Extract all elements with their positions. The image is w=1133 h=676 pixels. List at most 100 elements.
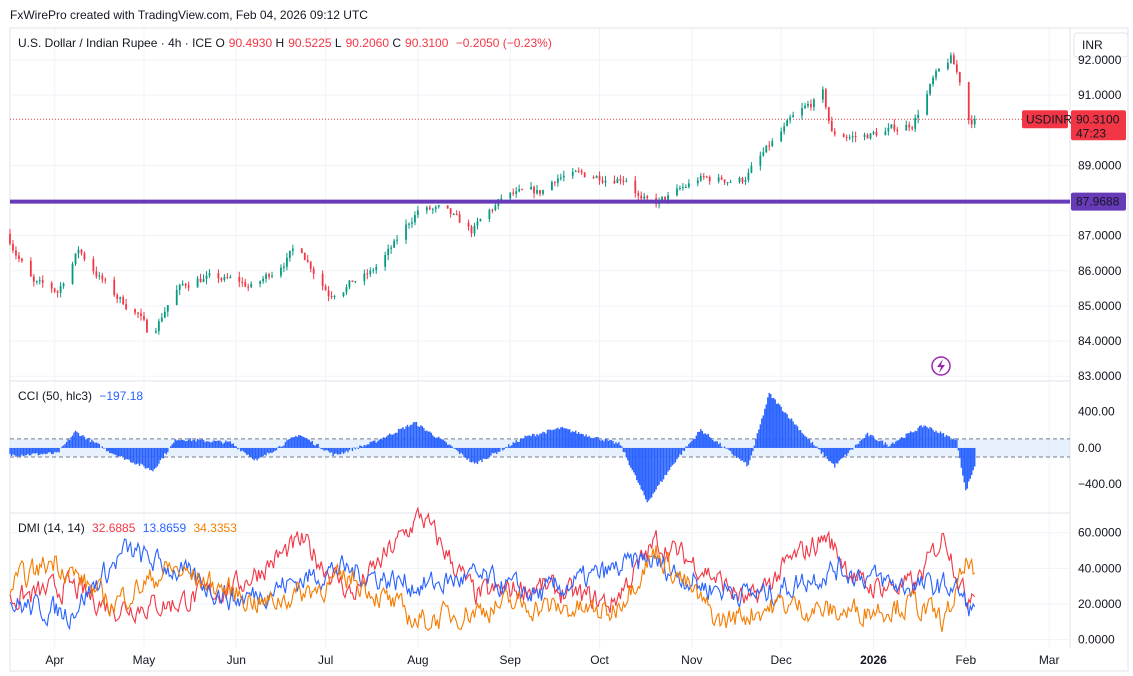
cci-bar [423, 428, 425, 448]
cci-bar [348, 447, 351, 451]
time-tick: Jul [318, 653, 333, 667]
cci-bar [37, 447, 39, 456]
candle-body [446, 205, 449, 209]
candle-body [244, 282, 247, 287]
cci-bar [692, 438, 695, 448]
cci-bar [640, 447, 642, 490]
cci-bar [214, 440, 217, 448]
cci-bar [52, 447, 54, 455]
cci-bar [874, 439, 876, 448]
candle-body [250, 283, 253, 288]
cci-bar [454, 447, 456, 450]
lightning-icon[interactable] [931, 356, 951, 376]
candle-body [396, 239, 398, 241]
cci-bar [801, 432, 803, 448]
cci-bar [746, 447, 748, 467]
cci-bar [448, 444, 450, 448]
cci-bar [382, 437, 385, 448]
cci-bar [388, 433, 391, 448]
cci-bar [19, 447, 22, 457]
cci-bar [374, 440, 376, 448]
cci-title: CCI (50, hlc3) [18, 389, 92, 403]
cci-bar [138, 447, 141, 466]
cci-bar [120, 447, 123, 456]
cci-bar [327, 447, 330, 452]
candle-body [884, 131, 887, 136]
cci-bar [704, 433, 706, 448]
cci-bar [33, 447, 35, 454]
grid [10, 28, 1070, 648]
cci-bar [798, 430, 800, 448]
cci-bar [938, 433, 940, 448]
cci-bar [941, 433, 943, 448]
cci-bar [232, 443, 235, 448]
cci-bar [341, 447, 343, 453]
cci-bar [744, 447, 747, 463]
candle-body [425, 207, 428, 211]
cci-bar [622, 447, 625, 453]
cci-bar [737, 447, 739, 458]
candle-body [220, 278, 223, 281]
cci-bar [493, 447, 495, 454]
candle-body [363, 273, 366, 282]
candle-body [580, 170, 583, 173]
cci-bar [688, 443, 690, 448]
candle-body [306, 260, 309, 262]
cci-bar [761, 418, 763, 448]
cci-bar [835, 447, 837, 464]
cci-bar [496, 447, 498, 454]
cci-bar [74, 430, 77, 448]
candle-body [640, 195, 643, 199]
cci-bar [653, 447, 656, 492]
candle-body [265, 274, 267, 279]
candle-body [411, 222, 413, 224]
cci-bar [603, 441, 605, 448]
cci-bar [677, 447, 680, 458]
cci-bar [948, 436, 951, 448]
cci-bar [193, 439, 196, 448]
cci-tick: 0.00 [1078, 441, 1102, 455]
cci-bar [764, 408, 766, 448]
cci-bar [476, 447, 479, 465]
cci-bar [253, 447, 255, 461]
cci-bar [854, 444, 857, 448]
candle-body [786, 120, 789, 127]
candle-body [12, 243, 14, 251]
cci-bar [519, 438, 522, 448]
cci-bar [195, 441, 197, 448]
cci-bar [667, 447, 669, 472]
cci-bar [375, 442, 377, 448]
cci-bar [786, 414, 788, 448]
dmi-value-minus: 13.8659 [143, 521, 187, 535]
cci-bar [878, 441, 881, 448]
cci-bar [287, 439, 290, 448]
cci-bar [248, 447, 251, 457]
cci-bar [729, 447, 732, 452]
o-value: 90.4930 [229, 36, 273, 50]
candle-body [521, 189, 524, 191]
candle-body [679, 187, 681, 189]
cci-bar [190, 441, 193, 448]
cci-bar [628, 447, 631, 466]
candle-body [387, 248, 390, 256]
cci-bar [333, 447, 336, 454]
candle-body [765, 145, 768, 153]
cci-bar [516, 441, 519, 448]
currency-button[interactable] [1073, 32, 1129, 58]
cci-bar [499, 447, 501, 452]
candle-body [312, 268, 315, 274]
cci-bar [179, 440, 181, 448]
cci-bar [22, 447, 25, 457]
candle-body [321, 273, 324, 287]
cci-bar [479, 447, 482, 460]
candle-body [348, 280, 351, 288]
cci-histogram [9, 392, 976, 503]
cci-bar [863, 437, 866, 448]
cci-bar [165, 447, 168, 455]
cci-bar [932, 429, 934, 448]
cci-bar [445, 442, 447, 448]
candle-body [729, 182, 732, 184]
cci-bar [466, 447, 468, 460]
cci-bar [362, 446, 364, 448]
candle-body [29, 260, 32, 277]
